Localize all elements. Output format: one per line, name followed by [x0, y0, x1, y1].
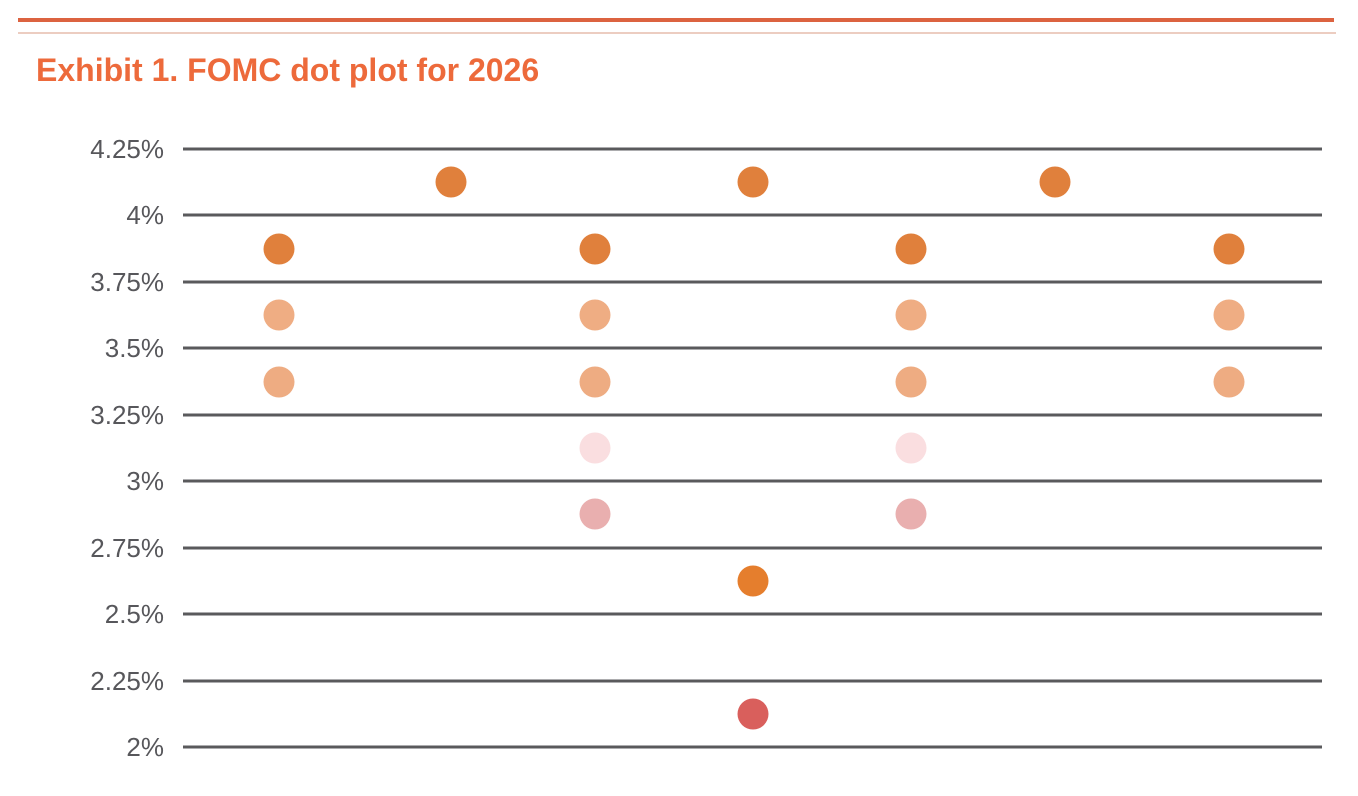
dot-plot: 4.25% 4% 3.75% 3.5% 3.25% 3% 2.75% 2.5% 2.25% 2%	[90, 136, 1322, 760]
y-tick-label: 3.5%	[104, 333, 164, 364]
gridline-4.25%	[183, 147, 1322, 151]
fomc-dot-2.625pct	[737, 565, 768, 597]
fomc-dot-3.125pct	[579, 432, 611, 464]
y-tick-label: 4.25%	[90, 134, 164, 164]
fomc-dot-3.625pct	[579, 299, 611, 331]
y-tick-label: 3%	[126, 466, 164, 497]
gridline-3%	[183, 479, 1322, 483]
fomc-dot-3.625pct	[895, 299, 927, 331]
y-tick-label: 2.75%	[90, 532, 164, 563]
fomc-dot-2.125pct	[737, 698, 768, 730]
gridline-2.25%	[183, 679, 1322, 683]
fomc-dot-3.875pct	[1213, 233, 1245, 265]
fomc-dot-3.625pct	[263, 299, 295, 331]
fomc-dot-3.375pct	[1213, 366, 1245, 398]
fomc-dot-3.875pct	[263, 233, 295, 265]
fomc-dot-3.375pct	[263, 366, 295, 398]
top-rule	[18, 18, 1334, 22]
gridline-2%	[183, 745, 1322, 749]
y-tick-label: 4%	[126, 200, 164, 231]
fomc-dot-2.875pct	[579, 498, 611, 530]
fomc-dot-4.125pct	[435, 166, 467, 198]
fomc-dot-3.375pct	[579, 366, 611, 398]
y-tick-label: 2.25%	[90, 665, 164, 696]
gridline-4%	[183, 213, 1322, 217]
chart-title: Exhibit 1. FOMC dot plot for 2026	[36, 52, 540, 88]
fomc-dot-4.125pct	[737, 166, 768, 198]
y-tick-label: 3.75%	[90, 266, 164, 297]
y-tick-label: 2%	[126, 732, 164, 762]
gridline-3.75%	[183, 280, 1322, 284]
gridline-2.5%	[183, 612, 1322, 616]
fomc-dot-4.125pct	[1039, 166, 1071, 198]
gridline-2.75%	[183, 546, 1322, 550]
fomc-dot-3.125pct	[895, 432, 927, 464]
gridline-3.5%	[183, 346, 1322, 350]
fomc-dot-3.625pct	[1213, 299, 1245, 331]
fomc-dot-2.875pct	[895, 498, 927, 530]
fomc-dot-3.375pct	[895, 366, 927, 398]
y-tick-label: 2.5%	[104, 599, 164, 630]
y-tick-label: 3.25%	[90, 399, 164, 430]
top-rule-thin	[18, 32, 1336, 34]
gridline-3.25%	[183, 413, 1322, 417]
fomc-dot-3.875pct	[579, 233, 611, 265]
fomc-dot-3.875pct	[895, 233, 927, 265]
